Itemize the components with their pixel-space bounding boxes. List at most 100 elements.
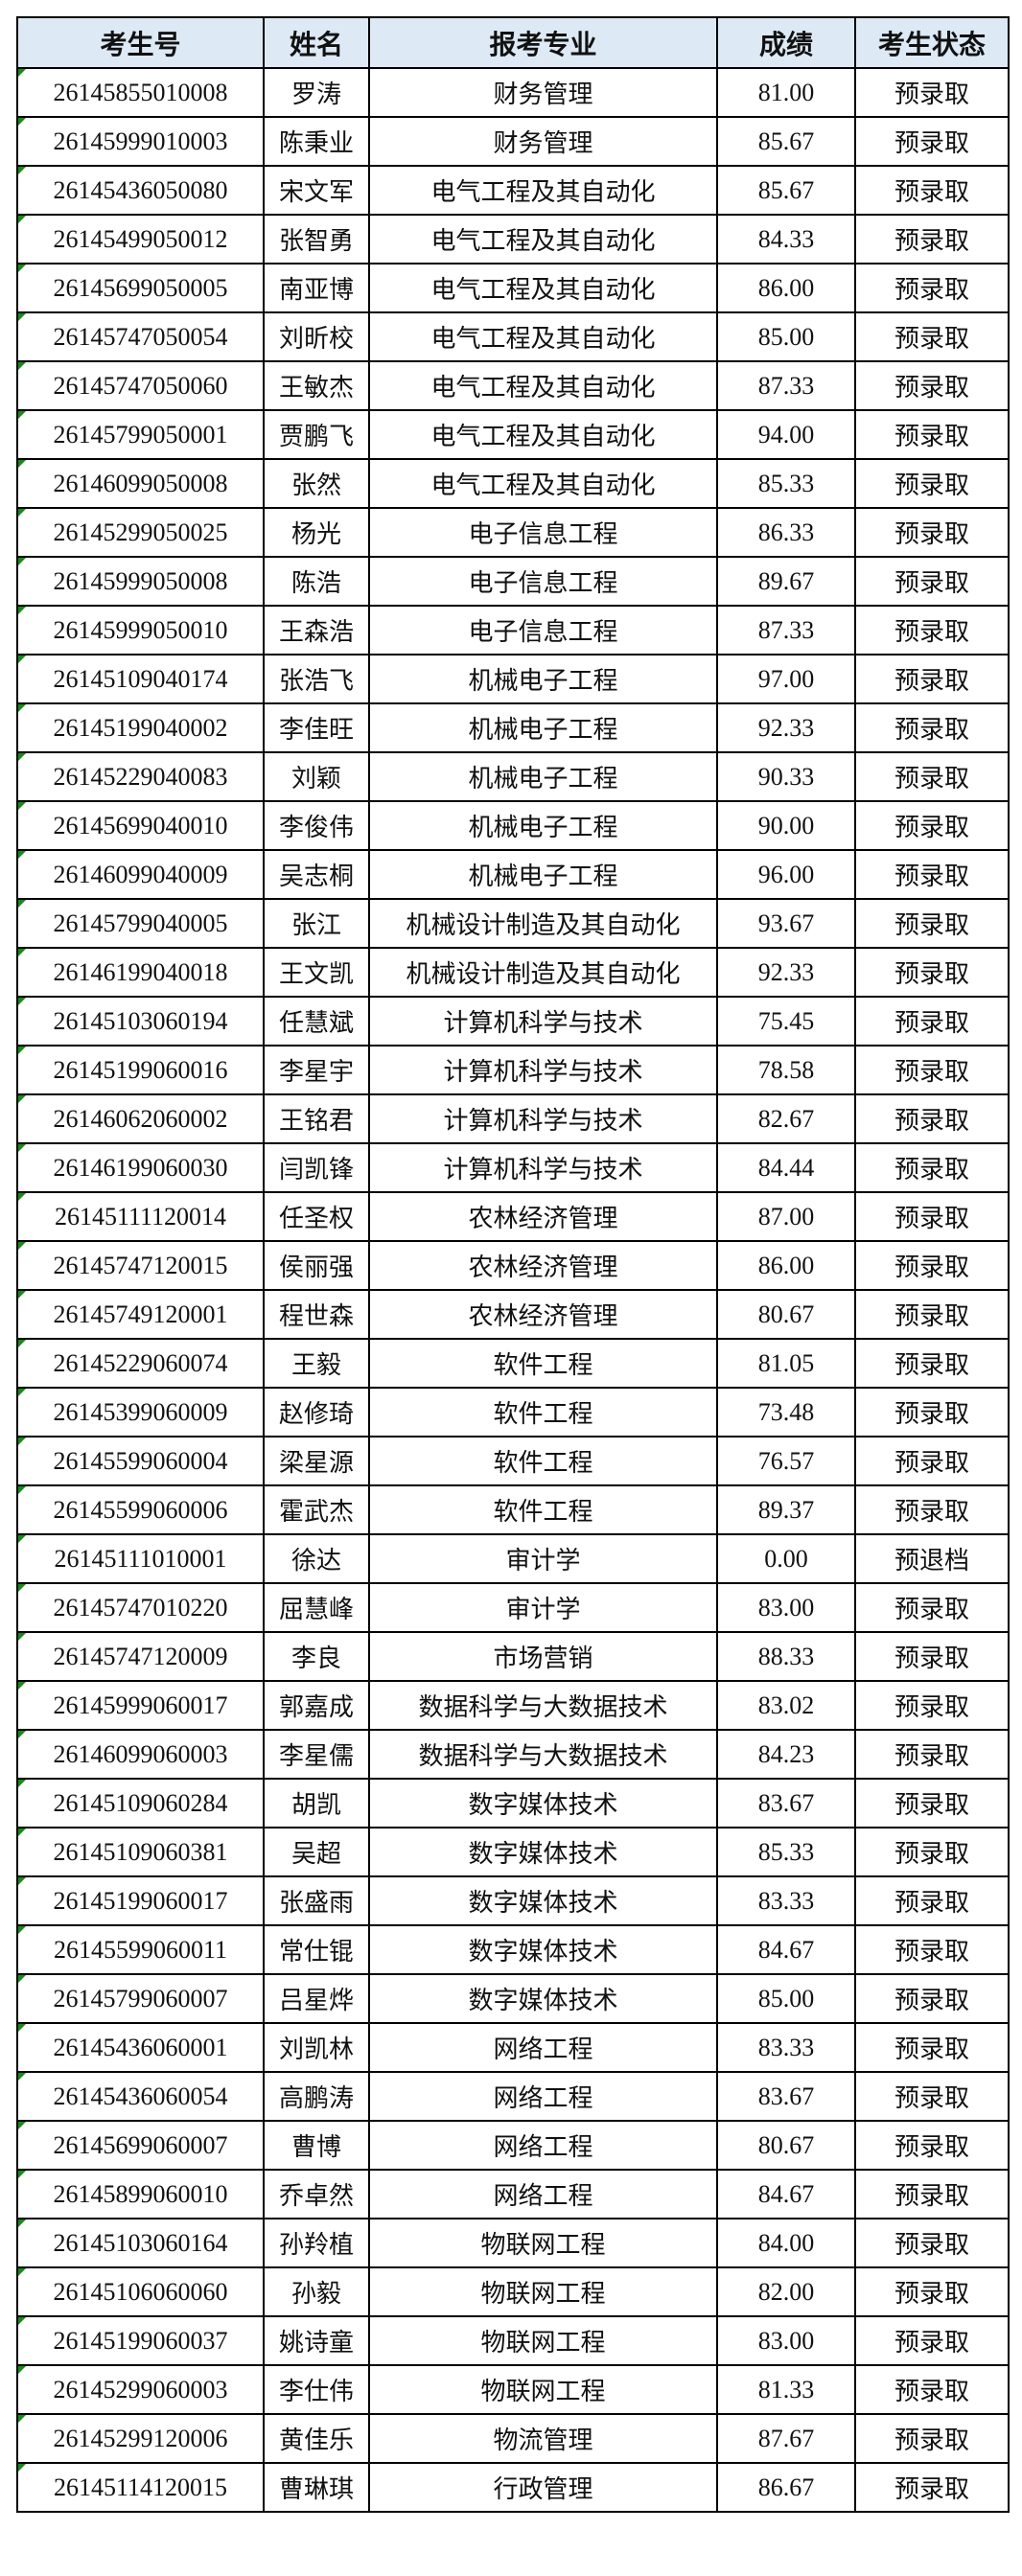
status-cell: 预录取 — [854, 263, 1010, 313]
candidate-id-text: 26145999050008 — [53, 566, 228, 595]
major-cell: 计算机科学与技术 — [368, 1045, 718, 1095]
table-row: 26145199060017 张盛雨 数字媒体技术 83.33 预录取 — [16, 1875, 1010, 1926]
number-as-text-flag-icon — [19, 1927, 26, 1934]
status-cell: 预录取 — [854, 2462, 1010, 2513]
candidate-id-cell: 26145855010008 — [16, 67, 265, 118]
name-cell: 程世森 — [263, 1289, 370, 1340]
candidate-id-cell: 26145999050010 — [16, 605, 265, 656]
table-row: 26145499050012 张智勇 电气工程及其自动化 84.33 预录取 — [16, 214, 1010, 264]
name-cell: 李佳旺 — [263, 702, 370, 753]
number-as-text-flag-icon — [19, 1341, 26, 1347]
table-row: 26145103060164 孙羚植 物联网工程 84.00 预录取 — [16, 2218, 1010, 2268]
candidate-id-cell: 26145103060164 — [16, 2218, 265, 2268]
candidate-id-text: 26146099060003 — [53, 1739, 228, 1768]
table-row: 26145799050001 贾鹏飞 电气工程及其自动化 94.00 预录取 — [16, 409, 1010, 460]
number-as-text-flag-icon — [19, 1487, 26, 1494]
table-row: 26145199040002 李佳旺 机械电子工程 92.33 预录取 — [16, 702, 1010, 753]
score-cell: 84.23 — [716, 1729, 856, 1780]
table-row: 26145799040005 张江 机械设计制造及其自动化 93.67 预录取 — [16, 898, 1010, 949]
name-cell: 贾鹏飞 — [263, 409, 370, 460]
score-cell: 75.45 — [716, 996, 856, 1046]
candidate-id-cell: 26145111010001 — [16, 1533, 265, 1584]
name-cell: 王文凯 — [263, 947, 370, 998]
candidate-id-text: 26145106060060 — [53, 2277, 228, 2306]
table-row: 26145103060194 任慧斌 计算机科学与技术 75.45 预录取 — [16, 996, 1010, 1046]
table-row: 26146199040018 王文凯 机械设计制造及其自动化 92.33 预录取 — [16, 947, 1010, 998]
table-row: 26145599060011 常仕锟 数字媒体技术 84.67 预录取 — [16, 1924, 1010, 1975]
status-cell: 预录取 — [854, 556, 1010, 607]
major-cell: 软件工程 — [368, 1436, 718, 1486]
name-cell: 陈秉业 — [263, 116, 370, 167]
header-status: 考生状态 — [854, 16, 1010, 69]
major-cell: 电气工程及其自动化 — [368, 311, 718, 362]
status-cell: 预录取 — [854, 898, 1010, 949]
table-row: 26145749120001 程世森 农林经济管理 80.67 预录取 — [16, 1289, 1010, 1340]
candidate-id-cell: 26145799040005 — [16, 898, 265, 949]
candidate-id-text: 26145111010001 — [54, 1544, 227, 1573]
status-cell: 预录取 — [854, 2413, 1010, 2464]
major-cell: 电气工程及其自动化 — [368, 263, 718, 313]
candidate-id-text: 26145103060164 — [53, 2228, 228, 2257]
candidate-id-cell: 26146099040009 — [16, 849, 265, 900]
major-cell: 机械电子工程 — [368, 849, 718, 900]
number-as-text-flag-icon — [19, 1976, 26, 1983]
candidate-id-cell: 26145109060284 — [16, 1778, 265, 1828]
major-cell: 数字媒体技术 — [368, 1827, 718, 1877]
score-cell: 80.67 — [716, 2120, 856, 2171]
candidate-id-cell: 26146199060030 — [16, 1142, 265, 1193]
name-cell: 李仕伟 — [263, 2364, 370, 2415]
name-cell: 梁星源 — [263, 1436, 370, 1486]
major-cell: 电气工程及其自动化 — [368, 409, 718, 460]
score-cell: 83.00 — [716, 2315, 856, 2366]
number-as-text-flag-icon — [19, 510, 26, 517]
number-as-text-flag-icon — [19, 1145, 26, 1152]
candidate-id-cell: 26145199060037 — [16, 2315, 265, 2366]
number-as-text-flag-icon — [19, 950, 26, 956]
candidate-id-text: 26145109060284 — [53, 1788, 228, 1817]
candidate-id-text: 26145499050012 — [53, 224, 228, 253]
name-cell: 南亚博 — [263, 263, 370, 313]
table-row: 26146062060002 王铭君 计算机科学与技术 82.67 预录取 — [16, 1093, 1010, 1144]
candidate-id-cell: 26145599060006 — [16, 1484, 265, 1535]
candidate-id-cell: 26145999050008 — [16, 556, 265, 607]
name-cell: 陈浩 — [263, 556, 370, 607]
table-row: 26145111120014 任圣权 农林经济管理 87.00 预录取 — [16, 1191, 1010, 1242]
number-as-text-flag-icon — [19, 363, 26, 370]
major-cell: 审计学 — [368, 1582, 718, 1633]
score-cell: 85.67 — [716, 165, 856, 216]
major-cell: 市场营销 — [368, 1631, 718, 1682]
status-cell: 预录取 — [854, 2315, 1010, 2366]
candidate-id-cell: 26145109040174 — [16, 654, 265, 704]
status-cell: 预录取 — [854, 751, 1010, 802]
status-cell: 预录取 — [854, 1093, 1010, 1144]
score-cell: 97.00 — [716, 654, 856, 704]
table-row: 26145747050060 王敏杰 电气工程及其自动化 87.33 预录取 — [16, 360, 1010, 411]
table-row: 26145436060001 刘凯林 网络工程 83.33 预录取 — [16, 2022, 1010, 2073]
score-cell: 83.67 — [716, 2071, 856, 2122]
number-as-text-flag-icon — [19, 168, 26, 174]
score-cell: 94.00 — [716, 409, 856, 460]
table-row: 26146099050008 张然 电气工程及其自动化 85.33 预录取 — [16, 458, 1010, 509]
score-cell: 82.00 — [716, 2266, 856, 2317]
score-cell: 84.67 — [716, 1924, 856, 1975]
candidate-id-text: 26145199060017 — [53, 1886, 228, 1915]
number-as-text-flag-icon — [19, 2367, 26, 2374]
major-cell: 软件工程 — [368, 1338, 718, 1389]
candidate-id-text: 26145111120014 — [54, 1202, 227, 1230]
table-row: 26145999010003 陈秉业 财务管理 85.67 预录取 — [16, 116, 1010, 167]
score-cell: 73.48 — [716, 1387, 856, 1438]
status-cell: 预录取 — [854, 458, 1010, 509]
candidate-id-cell: 26145899060010 — [16, 2169, 265, 2220]
candidate-id-text: 26145436060001 — [53, 2033, 228, 2061]
status-cell: 预录取 — [854, 1142, 1010, 1193]
candidate-id-cell: 26145399060009 — [16, 1387, 265, 1438]
table-row: 26145799060007 吕星烨 数字媒体技术 85.00 预录取 — [16, 1973, 1010, 2024]
status-cell: 预录取 — [854, 507, 1010, 558]
table-row: 26145436060054 高鹏涛 网络工程 83.67 预录取 — [16, 2071, 1010, 2122]
number-as-text-flag-icon — [19, 559, 26, 565]
candidate-id-cell: 26145699040010 — [16, 800, 265, 851]
status-cell: 预录取 — [854, 1387, 1010, 1438]
number-as-text-flag-icon — [19, 265, 26, 272]
major-cell: 行政管理 — [368, 2462, 718, 2513]
score-cell: 84.67 — [716, 2169, 856, 2220]
